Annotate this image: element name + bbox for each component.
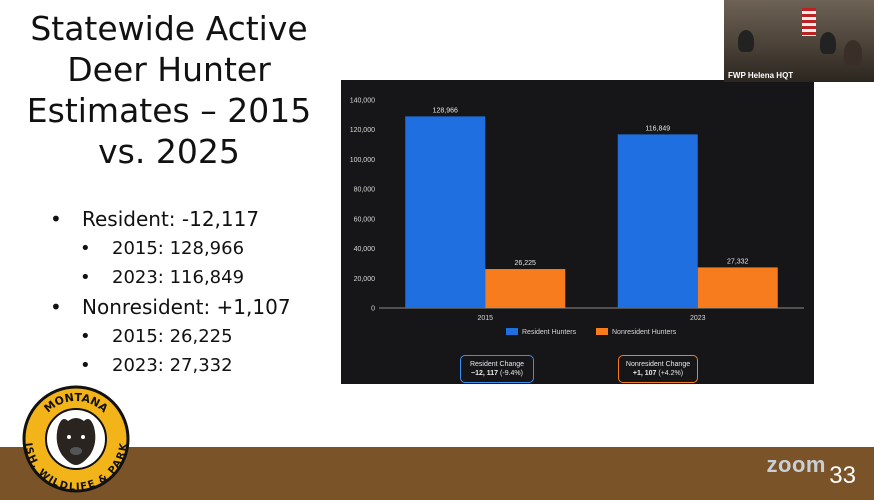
participant-figure xyxy=(820,32,836,54)
nonresident-change-pct: (+4.2%) xyxy=(658,370,684,377)
resident-change-pct: (-9.4%) xyxy=(500,370,523,377)
legend-label: Nonresident Hunters xyxy=(612,329,677,336)
resident-change-value: −12, 117 xyxy=(471,370,499,377)
bullet-nonresident-2023: 2023: 27,332 xyxy=(50,351,291,380)
nonresident-change-title: Nonresident Change xyxy=(625,361,691,368)
legend-swatch xyxy=(506,328,518,335)
resident-change-title: Resident Change xyxy=(469,361,525,368)
bullet-resident: Resident: -12,117 xyxy=(50,204,291,234)
montana-fwp-logo: MONTANA FISH, WILDLIFE & PARKS xyxy=(22,385,130,493)
participant-figure xyxy=(738,30,754,52)
legend-label: Resident Hunters xyxy=(522,329,577,336)
bullet-nonresident: Nonresident: +1,107 xyxy=(50,292,291,322)
title-line: vs. 2025 xyxy=(98,132,240,171)
bullet-list: Resident: -12,117 2015: 128,966 2023: 11… xyxy=(50,204,291,380)
y-tick-label: 40,000 xyxy=(354,246,376,253)
video-label: FWP Helena HQT xyxy=(728,71,794,80)
zoom-watermark: zoom xyxy=(766,452,826,477)
resident-change-box: Resident Change −12, 117 (-9.4%) xyxy=(460,355,534,383)
y-tick-label: 120,000 xyxy=(350,127,375,134)
bullet-resident-2023: 2023: 116,849 xyxy=(50,263,291,292)
title-line: Estimates – 2015 xyxy=(26,91,312,130)
x-tick-label: 2023 xyxy=(690,315,706,322)
slide-number: 33 xyxy=(829,462,856,489)
chart-panel: 0 20,000 40,000 60,000 80,000 100,000 120,000 1… xyxy=(341,80,814,384)
nonresident-change-box: Nonresident Change +1, 107 (+4.2%) xyxy=(618,355,698,383)
bar-chart: 0 20,000 40,000 60,000 80,000 100,000 120,000 1… xyxy=(350,98,804,336)
title-line: Statewide Active xyxy=(30,9,308,48)
legend-swatch xyxy=(596,328,608,335)
flag-icon xyxy=(802,8,816,36)
bullet-resident-2015: 2015: 128,966 xyxy=(50,234,291,263)
slide-title: Statewide Active Deer Hunter Estimates –… xyxy=(10,8,328,172)
nonresident-change-value: +1, 107 xyxy=(632,370,657,377)
bar xyxy=(405,116,486,308)
y-tick-label: 100,000 xyxy=(350,157,375,164)
participant-figure xyxy=(844,40,862,66)
y-tick-label: 140,000 xyxy=(350,98,375,105)
bar-value-label: 26,225 xyxy=(515,260,537,267)
title-line: Deer Hunter xyxy=(67,50,271,89)
footer-bar xyxy=(0,447,874,500)
y-tick-label: 60,000 xyxy=(354,216,376,223)
y-tick-label: 0 xyxy=(371,306,375,313)
x-tick-label: 2015 xyxy=(477,315,493,322)
bar xyxy=(617,134,698,308)
y-tick-label: 80,000 xyxy=(354,187,376,194)
bar-value-label: 128,966 xyxy=(433,107,458,114)
bar-value-label: 116,849 xyxy=(645,125,670,132)
y-tick-label: 20,000 xyxy=(354,276,376,283)
bullet-nonresident-2015: 2015: 26,225 xyxy=(50,322,291,351)
participant-video[interactable]: FWP Helena HQT xyxy=(724,0,874,82)
bar xyxy=(485,269,566,308)
bar xyxy=(697,267,778,308)
bar-value-label: 27,332 xyxy=(727,258,749,265)
